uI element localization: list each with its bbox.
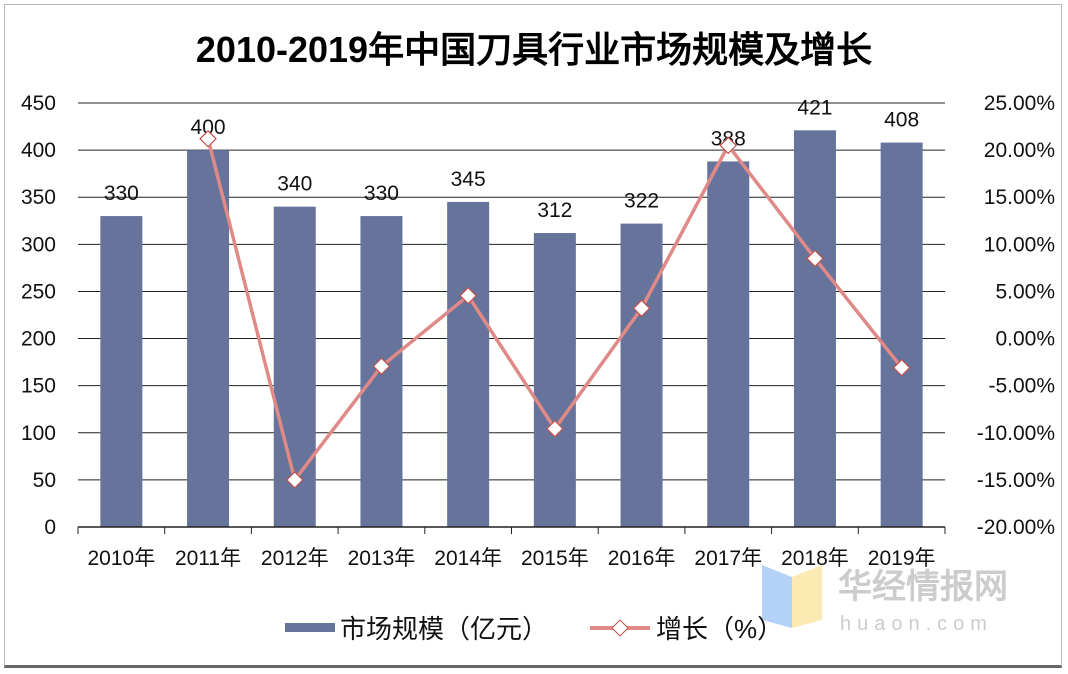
x-tick-label: 2018年: [781, 547, 849, 570]
y-right-tick-label: -10.00%: [977, 422, 1055, 445]
growth-marker: [632, 299, 651, 318]
x-tick-label: 2016年: [608, 547, 676, 570]
x-tick-label: 2011年: [175, 547, 241, 570]
bar: [793, 130, 836, 527]
bar-data-label: 330: [104, 182, 139, 205]
x-tick-label: 2014年: [434, 547, 502, 570]
bar: [880, 142, 923, 527]
y-right-tick-label: -15.00%: [977, 469, 1055, 492]
x-tick-label: 2015年: [521, 547, 589, 570]
y-left-tick-label: 400: [21, 139, 56, 162]
y-left-tick-label: 50: [33, 469, 56, 492]
y-left-tick-label: 0: [44, 516, 56, 539]
x-tick-label: 2013年: [348, 547, 416, 570]
bar-data-label: 421: [797, 96, 832, 119]
growth-marker: [372, 357, 391, 376]
bar-data-label: 345: [451, 168, 486, 191]
bar-data-label: 408: [884, 109, 919, 132]
y-left-tick-label: 150: [21, 375, 56, 398]
legend-bar-label: 市场规模（亿元）: [340, 614, 548, 644]
bar: [533, 233, 576, 527]
bar: [620, 223, 663, 528]
growth-marker: [546, 419, 564, 438]
y-right-tick-label: 15.00%: [984, 186, 1055, 209]
legend-diamond-icon: [611, 619, 629, 637]
y-right-tick-label: 20.00%: [984, 139, 1055, 162]
growth-marker: [892, 358, 911, 377]
svg-text:huaon.com: huaon.com: [840, 613, 993, 635]
bar: [707, 161, 750, 527]
bar: [100, 216, 143, 528]
chart-title: 2010-2019年中国刀具行业市场规模及增长: [196, 29, 872, 70]
y-right-tick-label: 5.00%: [995, 280, 1055, 303]
watermark-logo: 华经情报网 huaon.com: [762, 565, 1008, 635]
bar-data-label: 330: [364, 182, 399, 205]
bar: [447, 201, 490, 527]
y-left-tick-label: 350: [21, 186, 56, 209]
growth-marker: [199, 129, 217, 148]
y-right-tick-label: 10.00%: [984, 233, 1055, 256]
bar: [187, 150, 230, 527]
legend-bar-swatch: [285, 623, 335, 632]
y-right-tick-label: -20.00%: [977, 516, 1055, 539]
x-tick-label: 2017年: [694, 547, 762, 570]
y-right-tick-label: 0.00%: [995, 328, 1055, 351]
y-left-tick-label: 200: [21, 328, 56, 351]
chart-frame: [4, 4, 1062, 668]
bar-data-label: 400: [191, 116, 226, 139]
growth-marker: [719, 136, 738, 155]
growth-marker: [806, 249, 824, 268]
bar-data-label: 312: [537, 199, 572, 222]
bar-data-label: 340: [277, 173, 312, 196]
y-left-tick-label: 250: [21, 280, 56, 303]
legend-line-label: 增长（%）: [656, 614, 783, 644]
y-left-tick-label: 100: [21, 422, 56, 445]
x-tick-label: 2010年: [87, 547, 155, 570]
y-right-tick-label: -5.00%: [988, 375, 1055, 398]
x-tick-label: 2019年: [868, 547, 936, 570]
growth-marker: [285, 471, 304, 489]
growth-marker: [459, 286, 477, 305]
x-tick-label: 2012年: [261, 547, 329, 570]
svg-text:华经情报网: 华经情报网: [838, 568, 1008, 606]
y-left-tick-label: 300: [21, 233, 56, 256]
bar-data-label: 322: [624, 190, 659, 213]
y-left-tick-label: 450: [21, 92, 56, 115]
y-right-tick-label: 25.00%: [984, 92, 1055, 115]
